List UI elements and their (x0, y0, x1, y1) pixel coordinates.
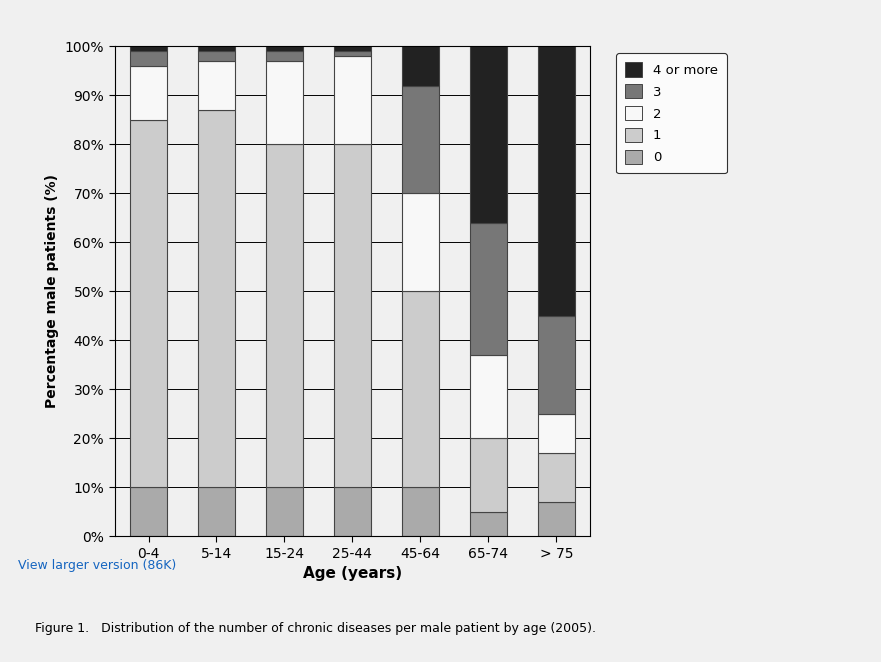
Bar (537, 502, 575, 536)
Bar (130, 51, 167, 66)
Bar (197, 61, 235, 110)
Bar (334, 56, 371, 144)
Bar (470, 222, 507, 355)
Bar (197, 110, 235, 487)
Bar (266, 144, 303, 487)
Bar (402, 46, 439, 85)
Bar (130, 487, 167, 536)
Bar (470, 46, 507, 222)
Bar (266, 46, 303, 51)
X-axis label: Age (years): Age (years) (303, 566, 402, 581)
Bar (402, 291, 439, 487)
Y-axis label: Percentage male patients (%): Percentage male patients (%) (45, 174, 59, 408)
Bar (130, 46, 167, 51)
Bar (197, 46, 235, 51)
Bar (266, 61, 303, 144)
Bar (130, 120, 167, 487)
Bar (130, 66, 167, 120)
Legend: 4 or more, 3, 2, 1, 0: 4 or more, 3, 2, 1, 0 (616, 53, 727, 173)
Bar (334, 51, 371, 56)
Bar (334, 144, 371, 487)
Bar (334, 487, 371, 536)
Bar (537, 453, 575, 502)
Bar (537, 46, 575, 316)
Bar (402, 193, 439, 291)
Bar (470, 355, 507, 438)
Bar (266, 487, 303, 536)
Bar (537, 414, 575, 453)
Bar (402, 85, 439, 193)
Bar (197, 487, 235, 536)
Text: View larger version (86K): View larger version (86K) (18, 559, 176, 573)
Bar (197, 51, 235, 61)
Bar (402, 487, 439, 536)
Bar (266, 51, 303, 61)
Bar (537, 316, 575, 414)
Bar (470, 438, 507, 512)
Text: Figure 1.   Distribution of the number of chronic diseases per male patient by a: Figure 1. Distribution of the number of … (35, 622, 596, 636)
Bar (334, 46, 371, 51)
Bar (470, 512, 507, 536)
